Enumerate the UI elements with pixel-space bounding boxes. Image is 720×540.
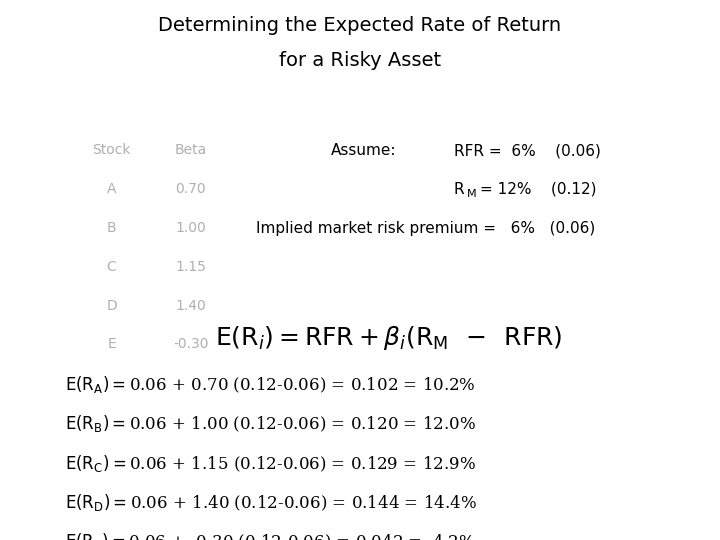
Text: for a Risky Asset: for a Risky Asset xyxy=(279,51,441,70)
Text: $\mathrm{E(R_{A}) = }$0.06 + 0.70 (0.12-0.06) = 0.102 = 10.2%: $\mathrm{E(R_{A}) = }$0.06 + 0.70 (0.12-… xyxy=(65,374,475,395)
Text: -0.30: -0.30 xyxy=(173,338,209,352)
Text: 1.40: 1.40 xyxy=(176,299,206,313)
Text: 1.15: 1.15 xyxy=(176,260,206,274)
Text: $\mathrm{E(R_{E}) = }$0.06 + -0.30 (0.12-0.06) = 0.042 =  4.2%: $\mathrm{E(R_{E}) = }$0.06 + -0.30 (0.12… xyxy=(65,531,475,540)
Text: $\mathrm{E(R_{D}) = }$0.06 + 1.40 (0.12-0.06) = 0.144 = 14.4%: $\mathrm{E(R_{D}) = }$0.06 + 1.40 (0.12-… xyxy=(65,492,477,513)
Text: B: B xyxy=(107,221,117,235)
Text: $\mathrm{E(R_{B}) = }$0.06 + 1.00 (0.12-0.06) = 0.120 = 12.0%: $\mathrm{E(R_{B}) = }$0.06 + 1.00 (0.12-… xyxy=(65,413,476,434)
Text: Implied market risk premium =   6%   (0.06): Implied market risk premium = 6% (0.06) xyxy=(256,221,595,236)
Text: R: R xyxy=(454,182,464,197)
Text: = 12%    (0.12): = 12% (0.12) xyxy=(480,182,597,197)
Text: 1.00: 1.00 xyxy=(176,221,206,235)
Text: Stock: Stock xyxy=(92,143,131,157)
Text: RFR =  6%    (0.06): RFR = 6% (0.06) xyxy=(454,143,600,158)
Text: Assume:: Assume: xyxy=(331,143,397,158)
Text: C: C xyxy=(107,260,117,274)
Text: M: M xyxy=(467,189,476,199)
Text: $\mathregular{E(R}_i\mathregular{) = RFR + }\beta_i\mathregular{(R_M\ \,-\,\ RFR: $\mathregular{E(R}_i\mathregular{) = RFR… xyxy=(215,324,562,352)
Text: $\mathrm{E(R_{C}) = }$0.06 + 1.15 (0.12-0.06) = 0.129 = 12.9%: $\mathrm{E(R_{C}) = }$0.06 + 1.15 (0.12-… xyxy=(65,453,476,474)
Text: 0.70: 0.70 xyxy=(176,182,206,196)
Text: D: D xyxy=(107,299,117,313)
Text: Determining the Expected Rate of Return: Determining the Expected Rate of Return xyxy=(158,16,562,35)
Text: A: A xyxy=(107,182,117,196)
Text: Beta: Beta xyxy=(175,143,207,157)
Text: E: E xyxy=(107,338,116,352)
